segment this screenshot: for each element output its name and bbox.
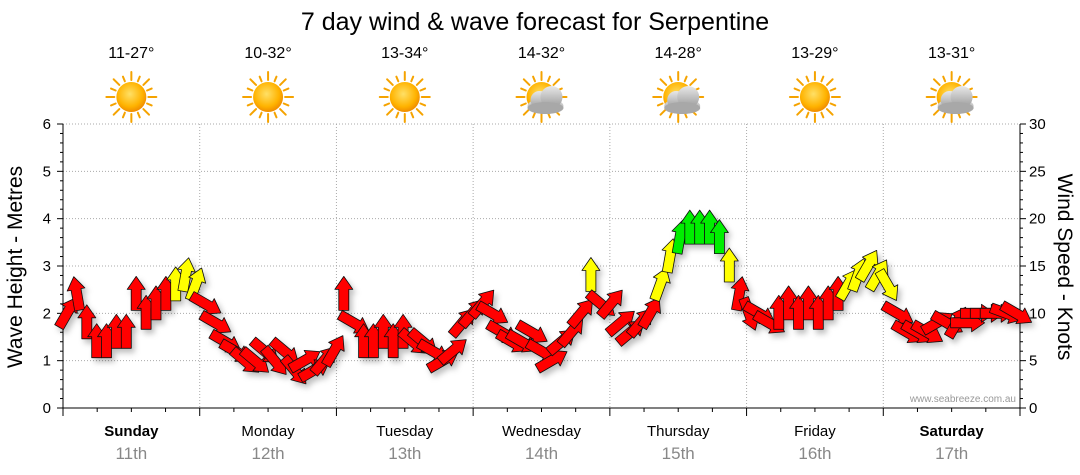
temperature-label: 13-31° [928,45,975,62]
temperature-label: 10-32° [244,45,291,62]
y-tick-label-right: 20 [1029,211,1046,228]
day-name-label: Thursday [647,423,710,440]
y-tick-label-right: 5 [1029,353,1037,370]
day-name-label: Friday [794,423,836,440]
temperature-label: 13-29° [791,45,838,62]
day-date-label: 16th [798,444,831,463]
wind-arrow [999,300,1032,324]
y-axis-left-label: Wave Height - Metres [4,166,27,368]
temperature-label: 14-32° [518,45,565,62]
y-tick-label-left: 2 [43,305,51,322]
wind-arrow [126,275,146,311]
wind-arrow [581,257,601,292]
wind-arrow [116,313,136,349]
y-tick-label-right: 10 [1029,305,1046,322]
wind-arrow [566,299,593,330]
wind-arrow [66,276,86,312]
y-tick-label-left: 5 [43,163,51,180]
y-tick-label-left: 1 [43,353,51,370]
day-date-label: 13th [388,444,421,463]
wind-arrow [637,297,661,331]
day-date-label: 14th [525,444,558,463]
day-name-label: Sunday [104,423,159,440]
y-tick-label-left: 3 [43,258,51,275]
partly-cloudy-icon [652,71,705,123]
watermark: www.seabreeze.com.au [909,394,1016,405]
wind-arrow [177,257,196,293]
wind-arrow [710,219,729,255]
sunny-icon [378,71,431,123]
y-tick-label-right: 0 [1029,400,1037,417]
day-date-label: 12th [252,444,285,463]
day-date-label: 17th [935,444,968,463]
wind-arrow [321,335,345,368]
y-tick-label-right: 30 [1029,116,1046,133]
sunny-icon [788,71,841,123]
partly-cloudy-icon [515,71,568,123]
wind-arrow [334,275,354,311]
wind-arrow [719,247,739,283]
y-axis-right-label: Wind Speed - Knots [1053,174,1076,361]
y-tick-label-left: 6 [43,116,51,133]
temperature-label: 14-28° [655,45,702,62]
temperature-label: 13-34° [381,45,428,62]
wind-arrow [730,276,750,312]
day-name-label: Wednesday [502,423,581,440]
temperature-label: 11-27° [108,45,154,62]
partly-cloudy-icon [925,71,978,123]
wind-arrow [54,297,78,331]
day-name-label: Saturday [920,423,985,440]
wind-arrow [77,304,97,340]
day-date-label: 15th [662,444,695,463]
wind-arrow [874,268,899,301]
day-name-label: Monday [241,423,295,440]
wind-arrow [649,267,671,303]
day-name-label: Tuesday [376,423,433,440]
chart-title: 7 day wind & wave forecast for Serpentin… [301,8,769,36]
day-date-label: 11th [115,444,147,463]
wind-arrow [436,339,467,366]
y-tick-label-left: 0 [43,400,51,417]
wind-arrow [596,289,623,320]
sunny-icon [242,71,295,123]
y-tick-label-right: 25 [1029,163,1046,180]
y-tick-label-right: 15 [1029,258,1046,275]
sunny-icon [105,71,158,123]
y-tick-label-left: 4 [43,211,51,228]
